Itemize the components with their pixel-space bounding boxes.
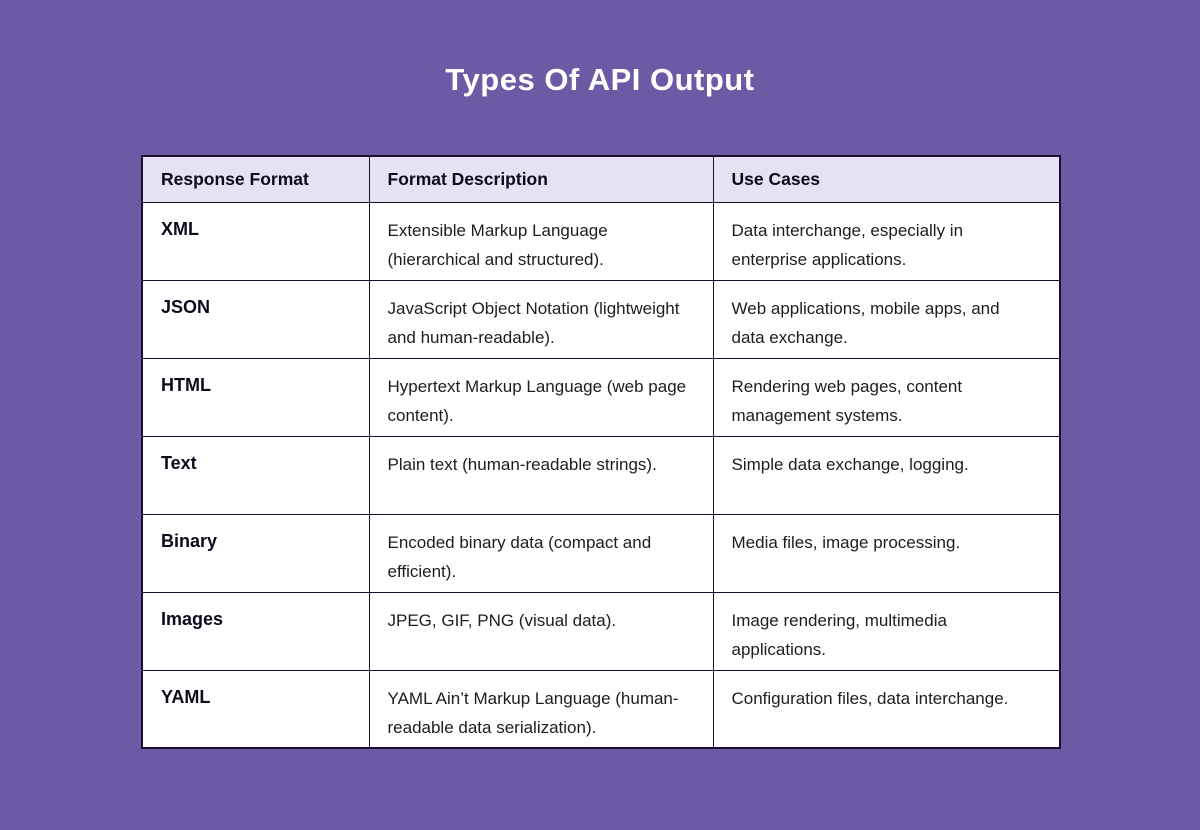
format-description-cell: JavaScript Object Notation (lightweight … <box>368 279 714 359</box>
format-description-cell: Extensible Markup Language (hierarchical… <box>368 201 714 281</box>
use-cases-cell: Rendering web pages, content management … <box>712 357 1061 437</box>
table-row: Text Plain text (human-readable strings)… <box>141 435 1061 515</box>
table-row: HTML Hypertext Markup Language (web page… <box>141 357 1061 437</box>
table-header-row: Response Format Format Description Use C… <box>141 155 1061 203</box>
format-description-cell: YAML Ain’t Markup Language (human-readab… <box>368 669 714 749</box>
use-cases-cell: Data interchange, especially in enterpri… <box>712 201 1061 281</box>
response-format-cell: Text <box>141 435 370 515</box>
column-header-response-format: Response Format <box>141 155 370 203</box>
table-body: XML Extensible Markup Language (hierarch… <box>141 201 1061 749</box>
page-title: Types Of API Output <box>445 62 755 97</box>
column-header-use-cases: Use Cases <box>712 155 1061 203</box>
table-row: XML Extensible Markup Language (hierarch… <box>141 201 1061 281</box>
format-description-cell: Plain text (human-readable strings). <box>368 435 714 515</box>
use-cases-cell: Web applications, mobile apps, and data … <box>712 279 1061 359</box>
use-cases-cell: Media files, image processing. <box>712 513 1061 593</box>
table-row: Images JPEG, GIF, PNG (visual data). Ima… <box>141 591 1061 671</box>
table-row: JSON JavaScript Object Notation (lightwe… <box>141 279 1061 359</box>
use-cases-cell: Image rendering, multimedia applications… <box>712 591 1061 671</box>
table-row: YAML YAML Ain’t Markup Language (human-r… <box>141 669 1061 749</box>
use-cases-cell: Simple data exchange, logging. <box>712 435 1061 515</box>
response-format-cell: Images <box>141 591 370 671</box>
api-output-table: Response Format Format Description Use C… <box>141 155 1061 749</box>
response-format-cell: HTML <box>141 357 370 437</box>
column-header-format-description: Format Description <box>368 155 714 203</box>
table-row: Binary Encoded binary data (compact and … <box>141 513 1061 593</box>
response-format-cell: Binary <box>141 513 370 593</box>
use-cases-cell: Configuration files, data interchange. <box>712 669 1061 749</box>
format-description-cell: Encoded binary data (compact and efficie… <box>368 513 714 593</box>
response-format-cell: XML <box>141 201 370 281</box>
response-format-cell: YAML <box>141 669 370 749</box>
format-description-cell: Hypertext Markup Language (web page cont… <box>368 357 714 437</box>
format-description-cell: JPEG, GIF, PNG (visual data). <box>368 591 714 671</box>
response-format-cell: JSON <box>141 279 370 359</box>
